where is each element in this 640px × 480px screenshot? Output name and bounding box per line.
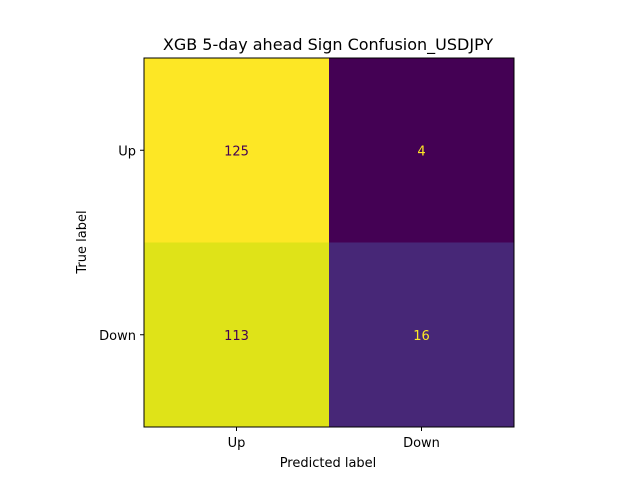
matrix-cell-up-up <box>144 58 330 243</box>
cell-value-label: 16 <box>413 329 430 344</box>
y-tick-label: Down <box>99 329 136 344</box>
plot-frame <box>143 57 515 428</box>
y-axis-label: True label <box>75 210 90 274</box>
x-tick-label: Up <box>228 436 246 451</box>
chart-title: XGB 5-day ahead Sign Confusion_USDJPY <box>163 35 494 55</box>
cell-value-label: 4 <box>417 144 425 159</box>
cell-value-label: 125 <box>224 144 249 159</box>
x-tick-label: Down <box>403 436 440 451</box>
matrix-cells: 125 4 113 16 <box>144 58 515 428</box>
cell-value-label: 113 <box>224 329 249 344</box>
matrix-cell-down-down <box>329 242 515 428</box>
matrix-cell-down-up <box>144 242 330 428</box>
matrix-cell-up-down <box>329 58 515 243</box>
axis-ticks: Up Down Up Down <box>99 144 440 451</box>
x-axis-label: Predicted label <box>280 456 377 471</box>
y-tick-label: Up <box>118 144 136 159</box>
